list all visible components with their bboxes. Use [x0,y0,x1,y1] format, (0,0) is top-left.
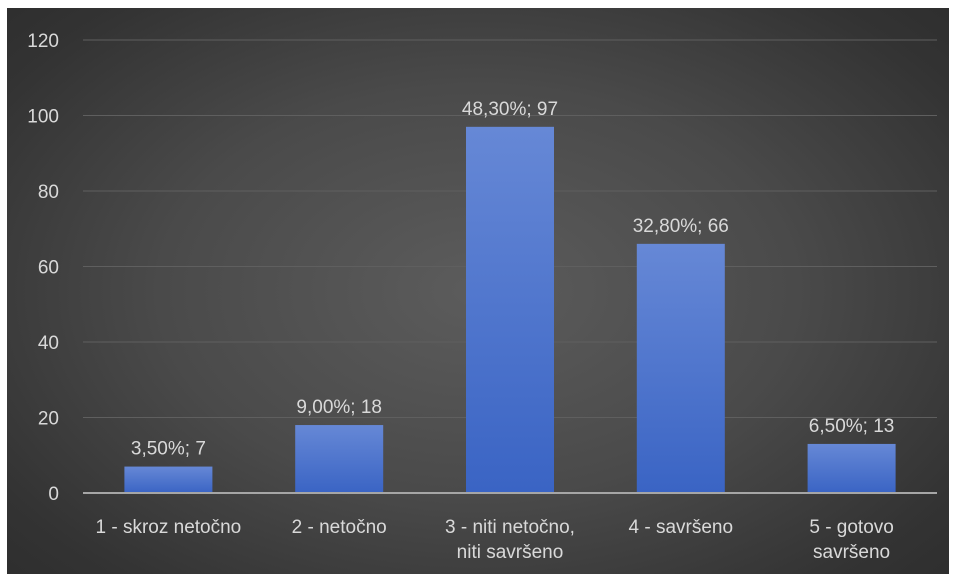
chart-area: 0 20 40 60 80 100 120 3,50%; 7 9,00%; 18 48,30%;… [7,8,949,574]
x-category-label: 3 - niti netočno, [445,517,575,538]
data-label: 32,80%; 66 [633,216,729,237]
data-label: 6,50%; 13 [809,416,895,437]
bar-chart: 0 20 40 60 80 100 120 3,50%; 7 9,00%; 18 48,30%;… [27,31,937,563]
data-label: 3,50%; 7 [131,439,206,460]
bar [636,243,725,493]
data-label: 9,00%; 18 [296,397,382,418]
y-tick-label: 0 [48,484,59,505]
data-label: 48,30%; 97 [462,99,558,120]
bar [295,425,384,493]
category-labels: 1 - skroz netočno 2 - netočno 3 - niti net… [96,517,894,563]
x-category-label: niti savršeno [457,542,564,563]
y-tick-label: 80 [38,182,59,203]
x-category-label: 2 - netočno [292,517,387,538]
bar [807,443,896,493]
y-tick-label: 20 [38,409,59,430]
data-labels: 3,50%; 7 9,00%; 18 48,30%; 97 32,80%; 66 6,5… [131,99,894,460]
bar [124,466,213,493]
x-category-label: 5 - gotovo [809,517,894,538]
y-tick-label: 60 [38,258,59,279]
bars [124,126,896,493]
x-category-label: savršeno [813,542,890,563]
bar [466,126,554,493]
x-category-label: 1 - skroz netočno [96,517,242,538]
y-tick-label: 40 [38,333,59,354]
y-tick-label: 100 [27,107,59,128]
y-axis-ticks: 0 20 40 60 80 100 120 [27,31,59,505]
y-tick-label: 120 [27,31,59,52]
x-category-label: 4 - savršeno [629,517,734,538]
